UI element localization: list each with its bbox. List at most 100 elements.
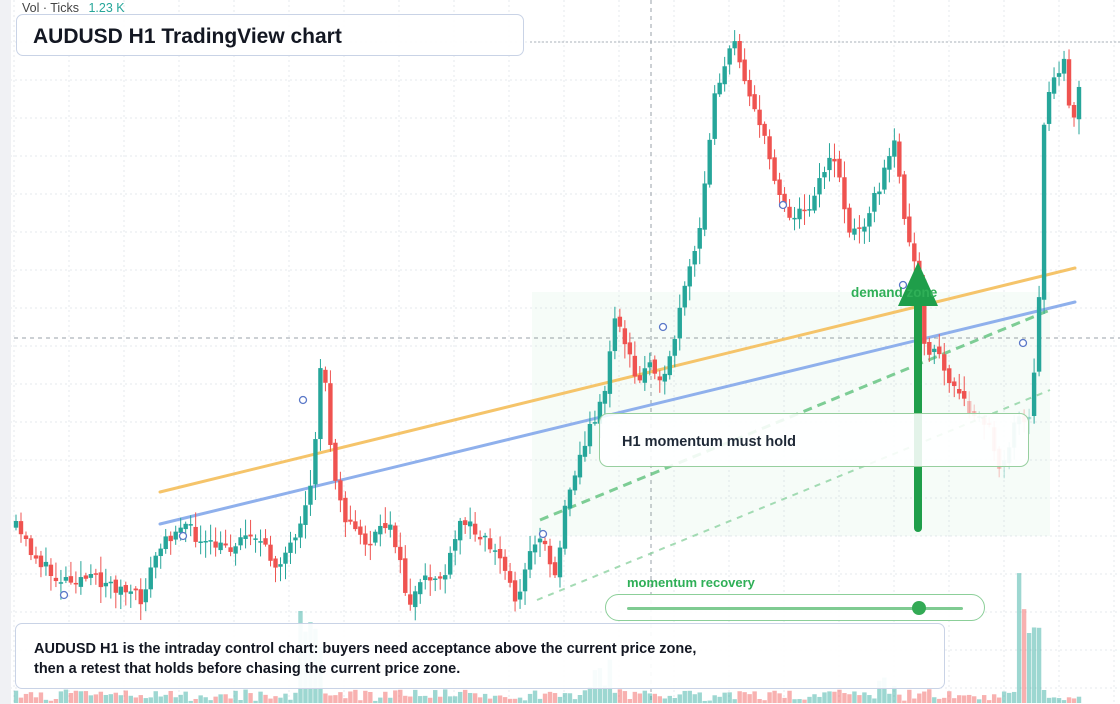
candle-body xyxy=(1026,416,1032,420)
candle-body xyxy=(467,521,473,527)
candle-body xyxy=(118,586,124,595)
candle-body xyxy=(378,525,383,535)
volume-bar xyxy=(892,686,897,703)
slider-knob[interactable] xyxy=(912,601,927,615)
candle-body xyxy=(847,207,852,233)
volume-bar xyxy=(617,689,623,703)
volume-bar xyxy=(193,698,198,703)
volume-bar xyxy=(283,693,288,703)
candle-body xyxy=(288,542,293,553)
volume-bar xyxy=(947,691,952,703)
candle-body xyxy=(323,369,328,383)
candle-body xyxy=(413,591,418,608)
candle-body xyxy=(38,555,44,568)
candle-body xyxy=(772,157,777,181)
candle-body xyxy=(777,179,782,195)
volume-bar xyxy=(253,700,258,703)
candle-body xyxy=(672,339,677,356)
volume-bar xyxy=(672,697,677,703)
volume-bar xyxy=(63,689,69,703)
volume-bar xyxy=(78,691,84,703)
volume-bar xyxy=(223,694,228,703)
volume-bar xyxy=(168,690,173,703)
candle-body xyxy=(243,535,248,539)
volume-bar xyxy=(398,689,403,703)
candle-body xyxy=(822,172,827,178)
volume-bar xyxy=(373,700,378,703)
candle-body xyxy=(962,391,967,399)
volume-bar xyxy=(1056,698,1062,703)
candle-body xyxy=(233,546,238,554)
candle-body xyxy=(1061,58,1067,74)
momentum-callout: H1 momentum must hold xyxy=(599,413,1029,467)
volume-bar xyxy=(877,680,882,703)
candle-body xyxy=(238,537,243,546)
candle-body xyxy=(717,82,722,95)
candle-body xyxy=(657,376,662,381)
swing-marker xyxy=(178,531,188,541)
volume-bar xyxy=(502,697,508,703)
volume-bar xyxy=(118,695,124,703)
candle-body xyxy=(48,564,54,577)
volume-bar xyxy=(33,697,39,703)
volume-bar xyxy=(153,691,158,703)
volume-bar xyxy=(173,697,178,703)
swing-marker xyxy=(59,590,69,600)
candle-body xyxy=(922,279,927,344)
candle-body xyxy=(802,209,807,212)
volume-bar xyxy=(348,691,353,703)
candle-body xyxy=(632,355,638,377)
volume-bar xyxy=(912,698,917,703)
volume-bar xyxy=(552,693,558,703)
candle-body xyxy=(208,540,213,542)
volume-bar xyxy=(1011,691,1017,703)
candle-body xyxy=(198,541,203,543)
volume-bar xyxy=(967,694,972,703)
volume-bar xyxy=(632,691,638,703)
candle-body xyxy=(343,497,348,523)
volume-bar xyxy=(862,692,867,703)
volume-bar xyxy=(138,695,143,703)
candle-body xyxy=(163,536,168,550)
volume-bar xyxy=(233,690,238,703)
volume-bar xyxy=(288,699,293,703)
volume-bar xyxy=(787,690,792,703)
volume-bar xyxy=(917,693,922,703)
volume-bar xyxy=(1001,691,1007,703)
candle-body xyxy=(577,454,583,478)
candle-body xyxy=(702,183,707,230)
volume-bar xyxy=(278,697,283,703)
candle-body xyxy=(597,401,603,424)
volume-bar xyxy=(452,696,458,703)
candle-body xyxy=(747,80,752,97)
candle-body xyxy=(153,555,158,568)
volume-bar xyxy=(208,700,213,703)
candle-body xyxy=(707,139,712,185)
volume-legend-label: Vol · Ticks xyxy=(22,1,79,15)
volume-bar xyxy=(702,700,707,703)
volume-bar xyxy=(447,696,453,703)
candle-body xyxy=(388,524,393,530)
volume-bar xyxy=(433,690,438,703)
volume-bar xyxy=(1076,696,1082,703)
volume-bar xyxy=(198,695,203,703)
volume-bar xyxy=(213,696,218,703)
volume-bar xyxy=(1006,692,1012,703)
candle-body xyxy=(313,439,318,485)
volume-bar xyxy=(48,700,54,703)
momentum-callout-text: H1 momentum must hold xyxy=(622,434,797,450)
volume-bar xyxy=(203,697,208,703)
candle-body xyxy=(68,576,74,583)
volume-bar xyxy=(178,694,183,703)
volume-bar xyxy=(413,689,418,703)
volume-bar xyxy=(572,699,578,703)
candle-body xyxy=(627,342,633,355)
volume-bar xyxy=(363,690,368,703)
candle-body xyxy=(587,424,593,447)
candle-body xyxy=(512,580,518,602)
candle-body xyxy=(867,213,872,227)
volume-bar xyxy=(547,691,553,703)
candle-body xyxy=(832,158,837,162)
momentum-recovery-slider[interactable] xyxy=(605,594,985,621)
candle-body xyxy=(557,547,563,578)
